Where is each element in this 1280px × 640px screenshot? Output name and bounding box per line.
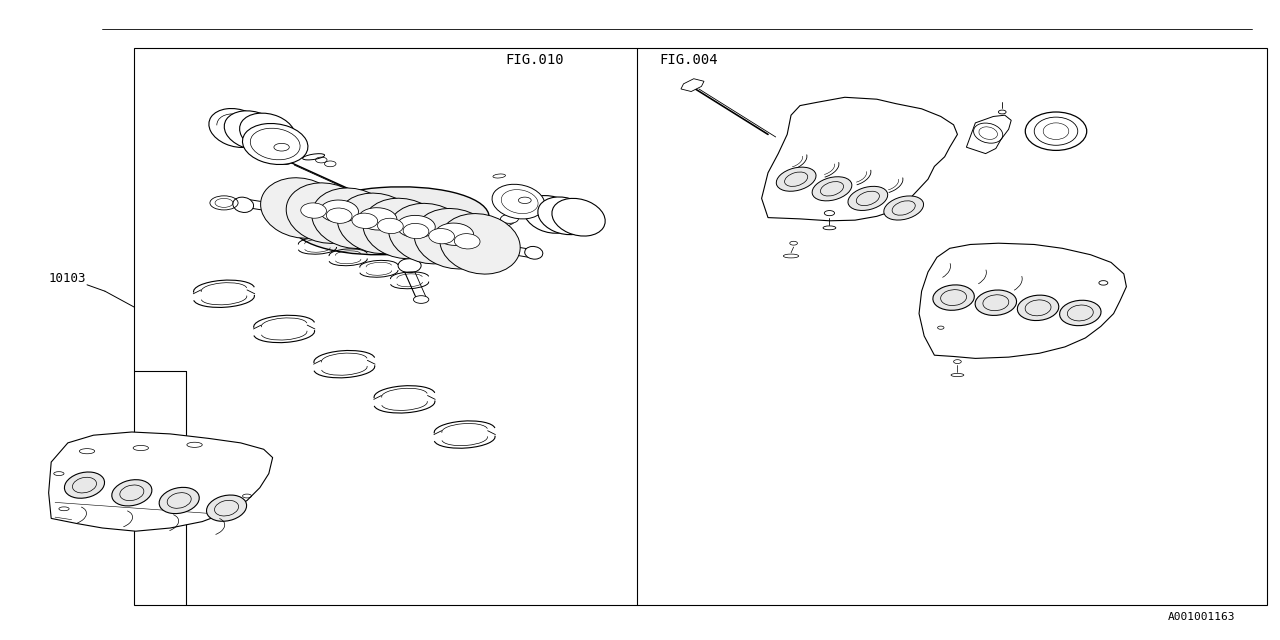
Ellipse shape <box>353 193 376 207</box>
Ellipse shape <box>111 479 152 506</box>
Ellipse shape <box>338 193 417 253</box>
Ellipse shape <box>524 196 577 233</box>
Text: FIG.010: FIG.010 <box>506 53 564 67</box>
Ellipse shape <box>389 204 468 264</box>
Ellipse shape <box>398 259 421 273</box>
Polygon shape <box>762 97 957 221</box>
Ellipse shape <box>454 234 480 249</box>
Ellipse shape <box>492 184 545 219</box>
Ellipse shape <box>552 198 605 236</box>
Ellipse shape <box>64 472 105 499</box>
Ellipse shape <box>206 495 247 522</box>
Ellipse shape <box>352 213 378 228</box>
Ellipse shape <box>287 183 366 243</box>
Ellipse shape <box>951 374 964 377</box>
Ellipse shape <box>538 197 591 235</box>
Ellipse shape <box>397 216 435 237</box>
Ellipse shape <box>443 237 466 252</box>
Ellipse shape <box>358 208 397 230</box>
Polygon shape <box>919 243 1126 358</box>
Ellipse shape <box>1060 300 1101 326</box>
Ellipse shape <box>415 209 494 269</box>
Ellipse shape <box>783 254 799 258</box>
Ellipse shape <box>224 111 280 150</box>
Ellipse shape <box>500 214 518 223</box>
Ellipse shape <box>312 188 392 248</box>
Text: A001001163: A001001163 <box>1167 612 1235 622</box>
Ellipse shape <box>274 153 294 164</box>
Ellipse shape <box>440 214 520 274</box>
Ellipse shape <box>883 196 924 220</box>
Polygon shape <box>966 115 1011 154</box>
Ellipse shape <box>975 290 1016 316</box>
Ellipse shape <box>242 124 308 164</box>
Ellipse shape <box>233 197 253 212</box>
Ellipse shape <box>413 296 429 303</box>
Text: 10103: 10103 <box>49 272 86 285</box>
Ellipse shape <box>429 228 454 244</box>
Ellipse shape <box>1025 112 1087 150</box>
Ellipse shape <box>364 198 443 259</box>
Text: FIG.004: FIG.004 <box>659 53 718 67</box>
Ellipse shape <box>812 177 852 201</box>
Ellipse shape <box>257 115 273 120</box>
Bar <box>134 48 1267 605</box>
Ellipse shape <box>326 208 352 223</box>
Ellipse shape <box>261 178 340 238</box>
Ellipse shape <box>403 223 429 239</box>
Ellipse shape <box>847 186 888 211</box>
Ellipse shape <box>292 187 489 255</box>
Polygon shape <box>681 79 704 92</box>
Polygon shape <box>49 432 273 531</box>
Ellipse shape <box>159 487 200 514</box>
Ellipse shape <box>776 167 817 191</box>
Ellipse shape <box>320 200 358 222</box>
Ellipse shape <box>239 113 296 152</box>
Ellipse shape <box>378 218 403 234</box>
Ellipse shape <box>525 246 543 259</box>
Ellipse shape <box>933 285 974 310</box>
Ellipse shape <box>209 109 265 147</box>
Ellipse shape <box>823 226 836 230</box>
Ellipse shape <box>1018 295 1059 321</box>
Ellipse shape <box>302 154 325 160</box>
Ellipse shape <box>301 203 326 218</box>
Ellipse shape <box>435 223 474 245</box>
